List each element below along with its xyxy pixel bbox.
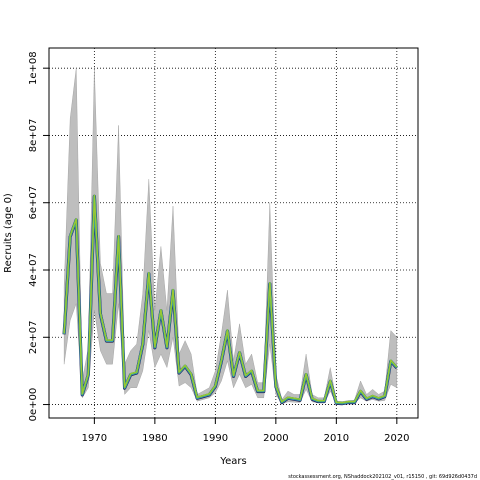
recruitment-line-layer xyxy=(63,194,398,404)
y-tick-label: 8e+07 xyxy=(28,119,39,153)
y-axis-title: Recruits (age 0) xyxy=(3,193,14,273)
confidence-band xyxy=(63,68,398,405)
x-axis-title: Years xyxy=(219,456,246,467)
y-tick-label: 1e+08 xyxy=(28,51,39,85)
x-tick-label: 2010 xyxy=(324,433,349,444)
y-axis: 0e+00 2e+07 4e+07 6e+07 8e+07 1e+08 xyxy=(28,51,49,421)
x-tick-label: 1980 xyxy=(142,433,167,444)
x-tick-label: 1990 xyxy=(203,433,228,444)
recruitment-series xyxy=(62,194,399,406)
plot-frame xyxy=(48,47,419,419)
y-tick-label: 0e+00 xyxy=(28,388,39,422)
x-axis: 1970 1980 1990 2000 2010 2020 xyxy=(82,418,410,444)
y-tick-label: 6e+07 xyxy=(28,186,39,220)
x-tick-label: 2000 xyxy=(263,433,288,444)
y-tick-label: 4e+07 xyxy=(28,253,39,287)
x-tick-label: 2020 xyxy=(384,433,409,444)
footer-note: stockassessment.org, NShaddock202102_v01… xyxy=(288,474,477,480)
x-tick-label: 1970 xyxy=(82,433,107,444)
confidence-interval-band xyxy=(63,68,398,405)
y-tick-label: 2e+07 xyxy=(28,320,39,354)
